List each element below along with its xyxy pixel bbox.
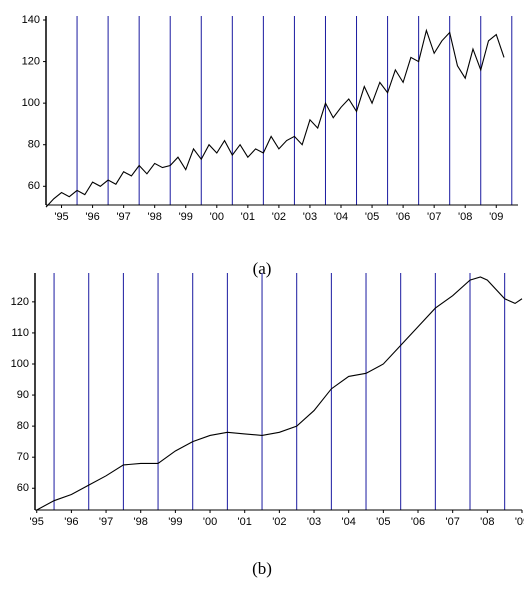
y-tick-label: 120 (22, 55, 40, 67)
x-tick-label: '07 (427, 211, 441, 223)
x-tick-label: '02 (272, 516, 286, 528)
x-tick-label: '00 (210, 211, 224, 223)
x-tick-label: '95 (54, 211, 68, 223)
data-line (36, 276, 523, 511)
x-tick-label: '02 (272, 211, 286, 223)
caption: (b) (252, 559, 272, 578)
y-tick-label: 60 (17, 482, 29, 494)
y-tick-label: 100 (11, 358, 29, 370)
x-tick-label: '97 (116, 211, 130, 223)
x-tick-label: '05 (365, 211, 379, 223)
x-tick-label: '03 (303, 211, 317, 223)
x-tick-label: '07 (446, 516, 460, 528)
x-tick-label: '05 (376, 516, 390, 528)
y-tick-label: 120 (11, 296, 29, 308)
x-tick-label: '00 (203, 516, 217, 528)
data-line (45, 28, 505, 208)
x-tick-label: '98 (134, 516, 148, 528)
x-tick-label: '01 (241, 211, 255, 223)
y-tick-label: 60 (28, 180, 40, 192)
x-tick-label: '96 (64, 516, 78, 528)
y-tick-label: 140 (22, 14, 40, 26)
y-tick-label: 70 (17, 451, 29, 463)
y-tick-label: 100 (22, 97, 40, 109)
x-tick-label: '04 (334, 211, 348, 223)
y-tick-label: 80 (17, 420, 29, 432)
x-tick-label: '99 (168, 516, 182, 528)
x-tick-label: '95 (30, 516, 44, 528)
x-tick-label: '03 (307, 516, 321, 528)
x-tick-label: '08 (480, 516, 494, 528)
x-tick-label: '01 (238, 516, 252, 528)
x-tick-label: '98 (148, 211, 162, 223)
x-tick-label: '06 (396, 211, 410, 223)
caption: (a) (253, 259, 272, 278)
x-tick-label: '96 (85, 211, 99, 223)
x-tick-label: '04 (342, 516, 356, 528)
x-tick-label: '09 (515, 516, 524, 528)
x-tick-label: '06 (411, 516, 425, 528)
y-tick-label: 110 (11, 327, 29, 339)
y-tick-label: 90 (17, 389, 29, 401)
x-tick-label: '09 (489, 211, 503, 223)
x-tick-label: '99 (179, 211, 193, 223)
x-tick-label: '08 (458, 211, 472, 223)
x-tick-label: '97 (99, 516, 113, 528)
y-tick-label: 80 (28, 139, 40, 151)
